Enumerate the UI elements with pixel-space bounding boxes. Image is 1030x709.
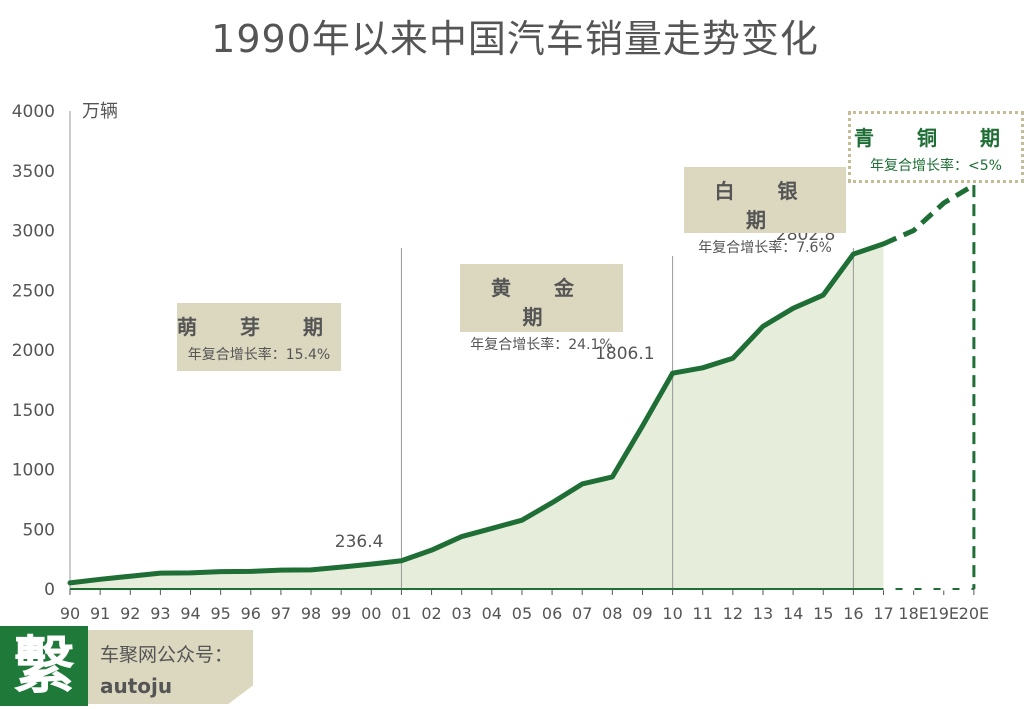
stage-rate: 年复合增长率：15.4% <box>187 347 331 363</box>
data-label: 1806.1 <box>595 344 654 364</box>
x-tick-label: 12 <box>723 604 743 623</box>
stage-name: 白 银 期 <box>714 179 816 232</box>
brand-logo: 繫 <box>0 626 88 706</box>
x-tick-label: 10 <box>662 604 682 623</box>
stage-name: 黄 金 期 <box>491 276 592 329</box>
stage-bronze-box: 青 铜 期 年复合增长率：<5% <box>848 111 1024 183</box>
x-tick-label: 06 <box>542 604 562 623</box>
x-tick-label: 03 <box>452 604 472 623</box>
stage-gold-box: 黄 金 期 年复合增长率：24.1% <box>460 264 623 353</box>
x-tick-label: 93 <box>150 604 170 623</box>
stage-rate: 年复合增长率：24.1% <box>470 337 613 353</box>
data-label: 236.4 <box>335 532 384 552</box>
x-tick-label: 91 <box>90 604 110 623</box>
y-axis-label: 万辆 <box>82 101 118 122</box>
y-tick-label: 0 <box>44 580 55 600</box>
x-tick-label: 90 <box>60 604 80 623</box>
x-tick-label: 05 <box>512 604 532 623</box>
y-tick-label: 1500 <box>12 401 55 421</box>
x-tick-label: 18E <box>898 604 928 623</box>
footer-banner: 车聚网公众号： autoju <box>88 630 253 704</box>
x-tick-label: 16 <box>843 604 863 623</box>
y-tick-label: 3000 <box>12 222 55 242</box>
x-tick-label: 09 <box>632 604 652 623</box>
y-tick-label: 1000 <box>12 461 55 481</box>
y-tick-label: 3500 <box>12 162 55 182</box>
area-fill <box>70 243 884 589</box>
y-tick-label: 4000 <box>12 102 55 122</box>
x-tick-label: 11 <box>693 604 713 623</box>
x-tick-label: 19E <box>929 604 959 623</box>
x-tick-label: 13 <box>753 604 773 623</box>
x-tick-label: 94 <box>180 604 200 623</box>
stage-rate: 年复合增长率：7.6% <box>698 240 832 256</box>
stage-name: 萌 芽 期 <box>177 315 341 339</box>
x-tick-label: 17 <box>873 604 893 623</box>
y-tick-label: 500 <box>23 520 55 540</box>
x-tick-label: 01 <box>391 604 411 623</box>
chart-title: 1990年以来中国汽车销量走势变化 <box>211 17 819 61</box>
x-tick-label: 20E <box>959 604 989 623</box>
x-tick-label: 97 <box>271 604 291 623</box>
x-tick-label: 08 <box>602 604 622 623</box>
x-tick-label: 95 <box>210 604 230 623</box>
sales-line <box>67 241 887 586</box>
stage-sprout-box: 萌 芽 期 年复合增长率：15.4% <box>177 303 341 371</box>
x-tick-label: 15 <box>813 604 833 623</box>
x-tick-label: 00 <box>361 604 381 623</box>
x-tick-label: 07 <box>572 604 592 623</box>
stage-rate: 年复合增长率：<5% <box>870 158 1002 174</box>
y-tick-label: 2000 <box>12 341 55 361</box>
x-tick-label: 98 <box>301 604 321 623</box>
footer-handle: autoju <box>100 674 173 698</box>
y-tick-label: 2500 <box>12 281 55 301</box>
stage-silver-box: 白 银 期 年复合增长率：7.6% <box>684 167 846 256</box>
x-tick-label: 99 <box>331 604 351 623</box>
footer-label: 车聚网公众号： <box>100 644 234 666</box>
x-tick-label: 04 <box>482 604 502 623</box>
forecast-line <box>882 182 976 247</box>
x-tick-label: 92 <box>120 604 140 623</box>
stage-name: 青 铜 期 <box>854 126 1018 150</box>
x-tick-label: 02 <box>421 604 441 623</box>
x-tick-label: 14 <box>783 604 803 623</box>
x-tick-label: 96 <box>241 604 261 623</box>
